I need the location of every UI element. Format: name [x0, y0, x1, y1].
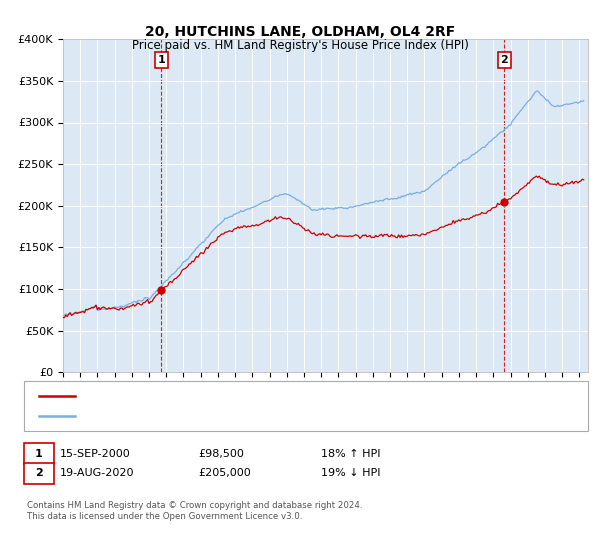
Text: 1: 1: [157, 55, 165, 65]
Text: 19% ↓ HPI: 19% ↓ HPI: [321, 468, 380, 478]
Text: 2: 2: [500, 55, 508, 65]
Text: Contains HM Land Registry data © Crown copyright and database right 2024.
This d: Contains HM Land Registry data © Crown c…: [27, 501, 362, 521]
Text: 15-SEP-2000: 15-SEP-2000: [60, 449, 131, 459]
Text: Price paid vs. HM Land Registry's House Price Index (HPI): Price paid vs. HM Land Registry's House …: [131, 39, 469, 52]
Text: £98,500: £98,500: [198, 449, 244, 459]
Text: 18% ↑ HPI: 18% ↑ HPI: [321, 449, 380, 459]
Text: HPI: Average price, detached house, Oldham: HPI: Average price, detached house, Oldh…: [81, 411, 315, 421]
Text: 1: 1: [35, 449, 43, 459]
Text: 2: 2: [35, 468, 43, 478]
Text: 20, HUTCHINS LANE, OLDHAM, OL4 2RF: 20, HUTCHINS LANE, OLDHAM, OL4 2RF: [145, 25, 455, 39]
Text: 20, HUTCHINS LANE, OLDHAM, OL4 2RF (detached house): 20, HUTCHINS LANE, OLDHAM, OL4 2RF (deta…: [81, 391, 382, 401]
Text: £205,000: £205,000: [198, 468, 251, 478]
Text: 19-AUG-2020: 19-AUG-2020: [60, 468, 134, 478]
